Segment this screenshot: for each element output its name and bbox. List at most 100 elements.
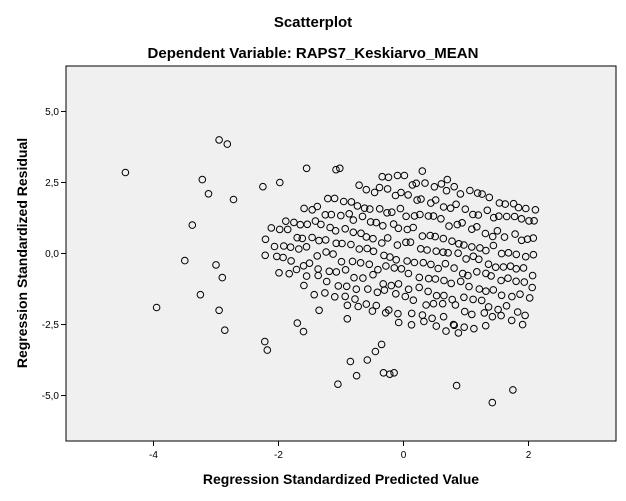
scatter-point	[300, 204, 308, 213]
scatter-point	[374, 265, 382, 274]
scatter-point	[275, 225, 284, 234]
scatter-point	[345, 210, 354, 218]
scatter-point	[267, 224, 276, 232]
scatter-point	[431, 196, 440, 204]
scatter-point	[521, 252, 530, 261]
scatter-point	[293, 319, 302, 327]
scatter-point	[489, 286, 498, 294]
scatter-point	[339, 197, 348, 206]
y-tick-label: 0,0	[45, 249, 59, 260]
y-tick-label: 5,0	[45, 107, 59, 118]
scatter-point	[314, 271, 323, 280]
scatter-point	[529, 234, 538, 242]
scatter-point	[493, 227, 502, 235]
scatter-point	[378, 239, 386, 247]
scatter-point	[525, 217, 533, 225]
scatter-point	[514, 203, 523, 212]
scatter-point	[350, 273, 358, 282]
scatter-point	[394, 309, 402, 318]
scatter-point	[483, 206, 492, 215]
scatter-point	[292, 265, 301, 274]
scatter-point	[394, 224, 403, 233]
scatter-point	[520, 278, 529, 286]
chart-title: Scatterplot	[274, 14, 352, 31]
scatter-point	[322, 248, 330, 256]
scatter-point	[423, 246, 431, 254]
scatter-point	[497, 276, 505, 285]
scatter-point	[341, 266, 350, 274]
scatter-point	[353, 202, 362, 210]
scatter-point	[310, 290, 319, 299]
scatter-point	[360, 204, 369, 212]
scatter-point	[525, 294, 534, 302]
scatter-point	[321, 236, 330, 244]
scatter-point	[261, 235, 270, 244]
scatter-point	[426, 231, 435, 240]
scatter-point	[417, 195, 425, 203]
scatter-point	[366, 218, 375, 226]
scatter-point	[469, 295, 477, 304]
scatter-point	[495, 199, 504, 207]
scatter-point	[229, 195, 238, 204]
scatter-point	[497, 291, 506, 300]
scatter-point	[428, 314, 436, 323]
scatter-point	[491, 263, 500, 272]
scatter-point	[519, 264, 528, 272]
scatter-point	[336, 164, 344, 173]
scatter-point	[372, 218, 381, 227]
scatter-point	[308, 233, 316, 242]
scatter-point	[445, 222, 453, 230]
scatter-point	[484, 260, 493, 269]
scatter-point	[500, 233, 509, 241]
x-tick-label: -4	[149, 450, 158, 461]
scatter-point	[413, 196, 421, 204]
scatter-point	[488, 232, 497, 241]
scatter-point	[429, 212, 438, 220]
scatter-point	[509, 386, 517, 394]
scatter-point	[400, 171, 409, 180]
scatter-point	[431, 232, 440, 241]
scatter-point	[359, 274, 367, 282]
scatter-point	[409, 223, 418, 232]
scatter-point	[332, 165, 340, 174]
scatter-point	[382, 262, 390, 270]
scatter-point	[460, 293, 468, 302]
scatter-point	[512, 277, 520, 286]
scatter-point	[286, 243, 295, 251]
scatter-point	[368, 307, 377, 315]
scatter-point	[302, 243, 311, 251]
scatter-point	[481, 229, 490, 238]
x-tick-label: 2	[526, 450, 532, 461]
scatter-point	[337, 257, 346, 266]
scatter-point	[369, 270, 377, 279]
scatter-point	[365, 260, 374, 269]
scatter-point	[295, 245, 303, 253]
scatter-point	[504, 249, 513, 257]
scatter-point	[392, 290, 400, 298]
scatter-point	[349, 228, 358, 237]
scatter-point	[460, 241, 468, 249]
scatter-point	[348, 257, 357, 266]
scatter-point	[276, 178, 284, 187]
scatter-point	[462, 255, 470, 263]
scatter-point	[121, 168, 130, 177]
scatter-point	[418, 232, 427, 240]
scatter-point	[497, 311, 505, 320]
scatter-point	[468, 243, 476, 251]
scatter-point	[475, 255, 483, 264]
scatter-point	[302, 272, 311, 280]
scatter-point	[372, 301, 381, 310]
scatter-point	[429, 299, 438, 308]
y-axis-ticks: 5,0 2,5 0,0 -2,5 -5,0	[42, 107, 66, 402]
scatter-point	[332, 239, 341, 248]
scatter-point	[377, 340, 386, 349]
scatter-point	[432, 291, 441, 300]
scatter-point	[416, 210, 424, 219]
scatter-point	[473, 223, 481, 231]
scatter-point	[401, 292, 410, 301]
scatter-point	[448, 237, 456, 245]
scatter-point	[384, 173, 393, 182]
scatter-point	[283, 225, 292, 234]
scatter-point	[338, 239, 346, 248]
scatter-point	[451, 301, 460, 309]
